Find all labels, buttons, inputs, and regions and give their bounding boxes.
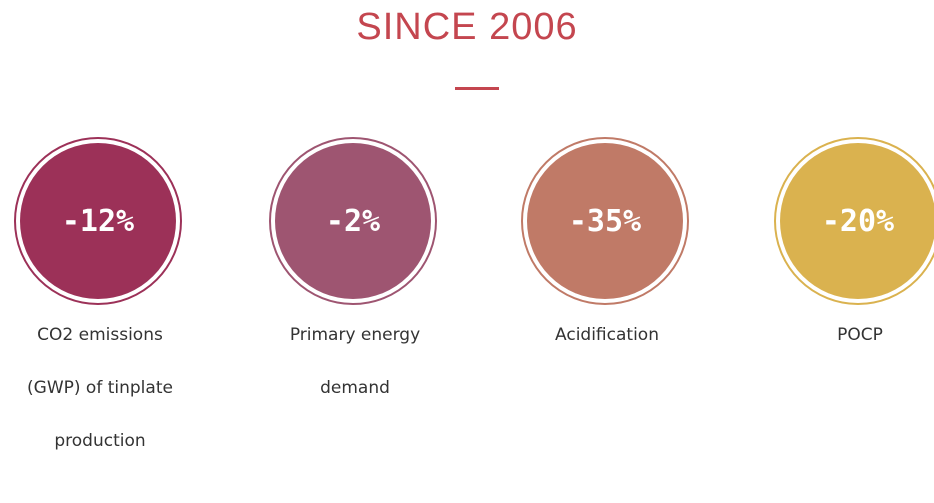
stat-label: CO2 emissions (GWP) of tinplate producti… [27, 325, 173, 451]
stat-label: Primary energy demand [289, 325, 421, 398]
stat-circle: -2% [269, 137, 437, 305]
stat-circle: -12% [14, 137, 182, 305]
stat-circle: -35% [521, 137, 689, 305]
stat-circle: -20% [774, 137, 934, 305]
title: SINCE 2006 [356, 6, 578, 48]
stat-value: -20% [780, 143, 934, 299]
stat-label: POCP [837, 325, 883, 345]
divider [455, 87, 499, 90]
stat-label: Acidification [555, 325, 659, 345]
stat-value: -35% [527, 143, 683, 299]
stat-value: -12% [20, 143, 176, 299]
stat-value: -2% [275, 143, 431, 299]
